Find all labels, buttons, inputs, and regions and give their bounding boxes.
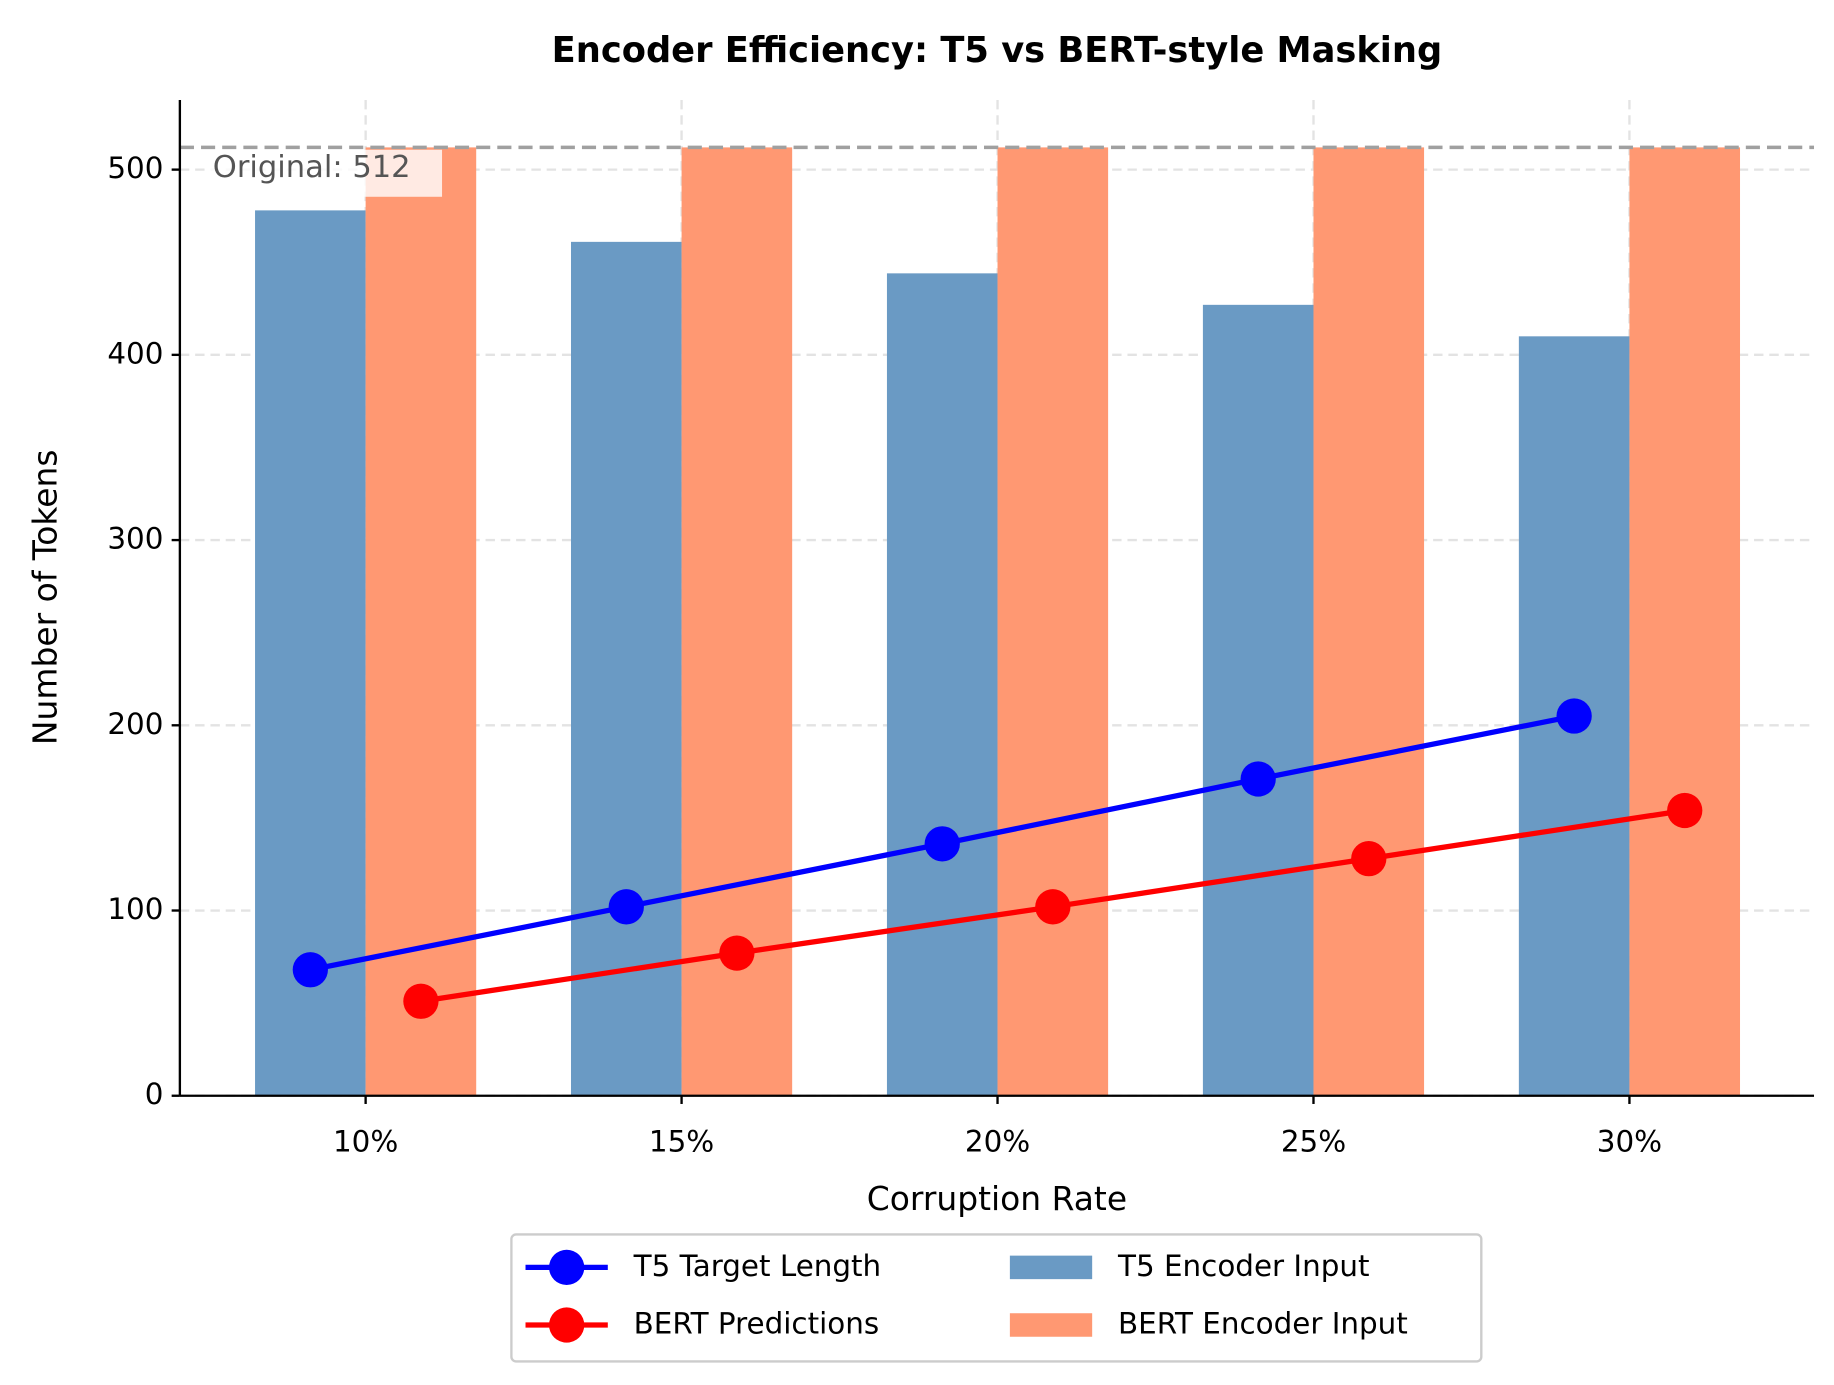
- marker: [1240, 761, 1276, 797]
- y-tick-label: 300: [107, 522, 163, 556]
- legend-marker: [549, 1249, 585, 1286]
- x-tick-label: 10%: [333, 1124, 398, 1158]
- annotation-box: [204, 149, 443, 197]
- x-tick-label: 15%: [649, 1124, 714, 1158]
- y-tick-label: 100: [107, 892, 163, 926]
- y-axis-label: Number of Tokens: [26, 449, 65, 745]
- legend-box: [510, 1233, 1483, 1363]
- legend-label: T5 Encoder Input: [1117, 1249, 1369, 1283]
- x-tick-label: 25%: [1281, 1124, 1346, 1158]
- bar: [365, 147, 477, 1096]
- bar: [1313, 147, 1425, 1096]
- marker: [1351, 841, 1387, 877]
- bar: [997, 147, 1109, 1096]
- marker: [719, 935, 755, 971]
- bar: [570, 241, 682, 1096]
- bar: [1629, 147, 1741, 1096]
- chart-title: Encoder Efficiency: T5 vs BERT-style Mas…: [552, 30, 1443, 71]
- marker: [608, 889, 644, 925]
- legend-label: T5 Target Length: [633, 1249, 882, 1283]
- marker: [1667, 792, 1703, 829]
- marker: [403, 983, 439, 1019]
- marker: [924, 826, 960, 862]
- y-tick-label: 0: [145, 1077, 164, 1111]
- marker: [292, 952, 328, 988]
- y-tick-label: 200: [107, 707, 163, 741]
- y-tick-label: 500: [107, 151, 163, 185]
- bar: [886, 273, 998, 1096]
- bar: [1202, 304, 1314, 1096]
- legend-swatch: [1009, 1255, 1093, 1280]
- legend-label: BERT Encoder Input: [1118, 1306, 1408, 1340]
- x-axis-label: Corruption Rate: [867, 1179, 1127, 1218]
- bar: [255, 210, 366, 1096]
- x-tick-label: 20%: [965, 1124, 1030, 1158]
- marker: [1556, 698, 1592, 734]
- x-tick-label: 30%: [1597, 1124, 1662, 1158]
- legend-label: BERT Predictions: [634, 1306, 880, 1340]
- marker: [1035, 889, 1071, 925]
- y-tick-label: 400: [107, 336, 163, 370]
- legend-marker: [549, 1307, 585, 1343]
- annotation: Original: 512: [213, 150, 411, 185]
- legend-swatch: [1009, 1313, 1093, 1337]
